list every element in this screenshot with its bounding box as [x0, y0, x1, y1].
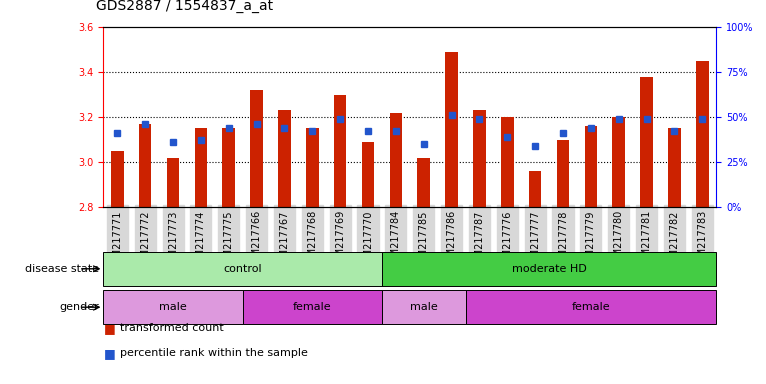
Bar	[103, 290, 243, 324]
Bar	[222, 128, 235, 207]
Bar	[529, 171, 542, 207]
Text: transformed count: transformed count	[120, 323, 224, 333]
Text: GDS2887 / 1554837_a_at: GDS2887 / 1554837_a_at	[96, 0, 273, 13]
Bar	[103, 252, 382, 286]
Bar	[466, 290, 716, 324]
Bar	[640, 76, 653, 207]
Text: control: control	[224, 264, 262, 274]
Bar	[696, 61, 709, 207]
Bar	[334, 94, 346, 207]
Bar	[243, 290, 382, 324]
Bar	[382, 252, 716, 286]
Bar	[557, 140, 569, 207]
Text: disease state: disease state	[25, 264, 100, 274]
Bar	[417, 158, 430, 207]
Text: male: male	[159, 302, 187, 312]
Bar	[250, 90, 263, 207]
Bar	[584, 126, 597, 207]
Bar	[167, 158, 179, 207]
Bar	[382, 290, 466, 324]
Bar	[306, 128, 319, 207]
Text: ■: ■	[103, 322, 115, 335]
Text: ■: ■	[103, 347, 115, 360]
Bar	[362, 142, 375, 207]
Bar	[473, 110, 486, 207]
Text: gender: gender	[60, 302, 100, 312]
Text: percentile rank within the sample: percentile rank within the sample	[120, 348, 308, 358]
Bar	[278, 110, 291, 207]
Text: female: female	[293, 302, 332, 312]
Bar	[111, 151, 123, 207]
Bar	[445, 52, 458, 207]
Bar	[390, 113, 402, 207]
Text: moderate HD: moderate HD	[512, 264, 587, 274]
Bar	[613, 117, 625, 207]
Bar	[195, 128, 207, 207]
Bar	[668, 128, 681, 207]
Bar	[139, 124, 152, 207]
Text: male: male	[410, 302, 437, 312]
Text: female: female	[571, 302, 611, 312]
Bar	[501, 117, 513, 207]
